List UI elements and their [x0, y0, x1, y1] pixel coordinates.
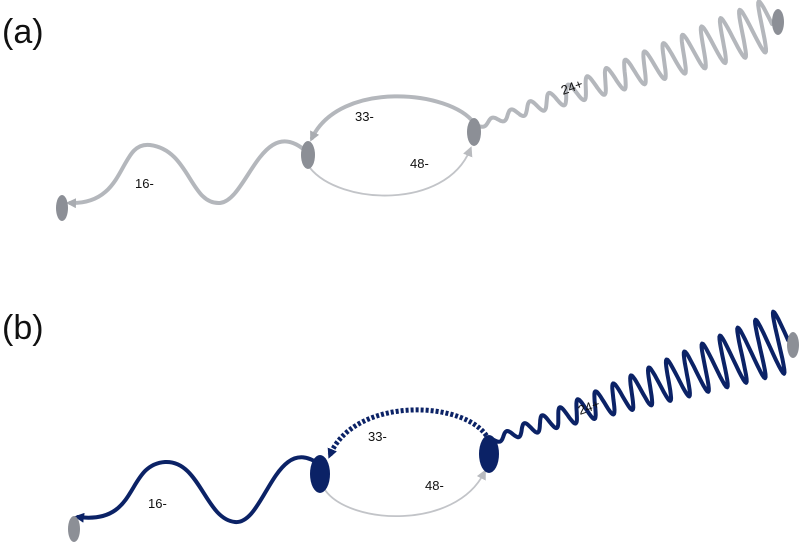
- edge-33-a-label: 33-: [355, 109, 374, 124]
- edge-24-a-label: 24+: [559, 76, 585, 98]
- edge-24-b-label: 24+: [576, 396, 602, 418]
- panel-b: (b) 16- 33- 48- 24+: [2, 309, 799, 542]
- panel-a-label: (a): [2, 13, 44, 51]
- edge-16-a-label: 16-: [135, 176, 154, 191]
- edge-24-b: [492, 309, 790, 444]
- edge-48-a-label: 48-: [410, 156, 429, 171]
- node-b-left-end: [68, 516, 80, 542]
- edge-33-b-label: 33-: [368, 429, 387, 444]
- node-a-right-junction: [467, 118, 481, 146]
- edge-33-a: [310, 94, 476, 142]
- panel-b-label: (b): [2, 309, 44, 347]
- edge-16-b-label: 16-: [148, 496, 167, 511]
- edge-24-a: [476, 0, 774, 129]
- edge-48-b: [324, 469, 486, 518]
- panel-a: (a) 16- 33- 48- 24+: [2, 0, 784, 221]
- edge-16-b: [74, 455, 322, 524]
- edge-48-a: [309, 146, 473, 197]
- node-b-right-end: [787, 332, 799, 358]
- node-a-right-end: [772, 9, 784, 35]
- node-b-right-junction: [479, 435, 499, 473]
- edge-16-a: [66, 139, 310, 209]
- node-b-left-junction: [310, 455, 330, 493]
- edge-33-b: [327, 407, 492, 459]
- node-a-left-end: [56, 195, 68, 221]
- node-a-left-junction: [301, 141, 315, 169]
- edge-48-b-label: 48-: [425, 478, 444, 493]
